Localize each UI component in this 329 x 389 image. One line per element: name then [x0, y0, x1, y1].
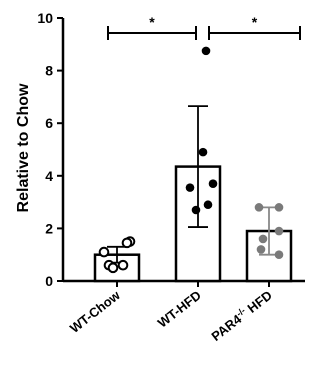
x-category-label-1: WT-HFD — [155, 288, 204, 331]
y-tick-label-2: 2 — [45, 220, 53, 236]
y-tick-label-10: 10 — [37, 10, 53, 26]
y-tick-label-4: 4 — [45, 168, 53, 184]
y-tick-label-6: 6 — [45, 115, 53, 131]
data-point-2-4 — [274, 250, 284, 259]
data-point-2-3 — [256, 245, 266, 254]
data-point-1-1 — [198, 147, 208, 157]
chart-axes: 0 2 4 6 8 10 WT-Chow WT-HFD PAR4-/- HFD — [37, 10, 305, 344]
data-point-2-1 — [274, 203, 284, 212]
data-point-2-0 — [254, 203, 264, 212]
data-point-2-2 — [274, 226, 284, 236]
data-point-0-2 — [107, 262, 119, 274]
data-point-1-0 — [201, 46, 211, 56]
data-point-0-5 — [121, 237, 133, 249]
y-tick-label-8: 8 — [45, 63, 53, 79]
data-point-1-4 — [203, 200, 213, 210]
significance-star-0: * — [149, 14, 155, 30]
significance-star-1: * — [252, 14, 258, 30]
data-point-2-5 — [258, 234, 268, 244]
x-category-label-0: WT-Chow — [67, 287, 124, 336]
y-tick-label-0: 0 — [45, 273, 53, 289]
chart-significance: * * — [107, 14, 301, 40]
x-category-label-2: PAR4-/- HFD — [208, 287, 275, 344]
chart-data-points — [98, 46, 284, 274]
data-point-1-3 — [191, 205, 201, 215]
data-point-0-0 — [98, 246, 110, 258]
data-point-1-5 — [185, 183, 195, 192]
data-point-0-3 — [117, 259, 129, 271]
y-axis-label: Relative to Chow — [15, 83, 32, 212]
data-point-1-2 — [208, 179, 218, 188]
